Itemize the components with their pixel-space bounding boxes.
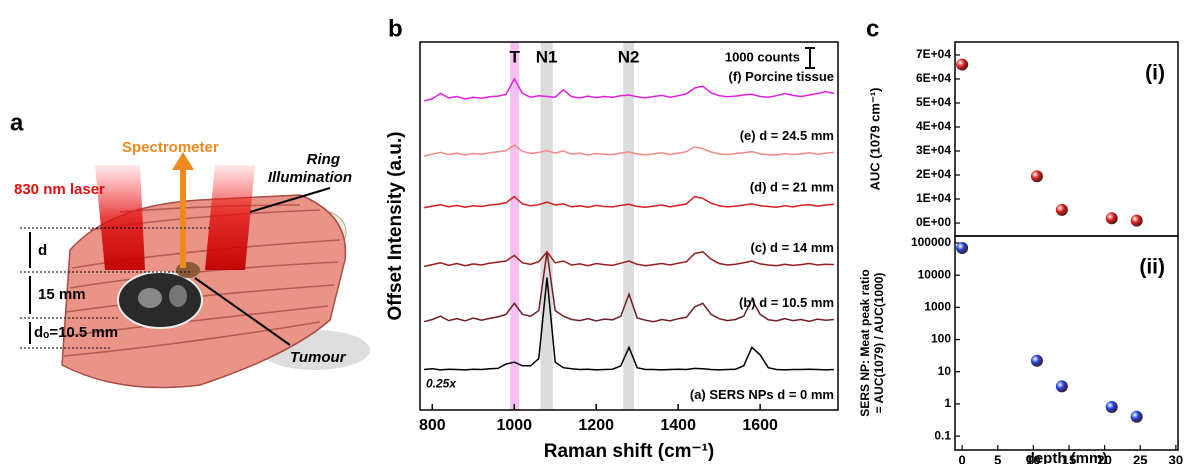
label: d [38,242,47,259]
point [956,58,969,71]
series-label: (b) d = 10.5 mm [739,295,834,310]
x-tick-label: 20 [1097,452,1111,464]
band [510,42,520,410]
label: 830 nm laser [14,181,105,198]
label: Tumour [290,349,347,366]
spectrum [423,250,834,268]
point [1055,203,1068,216]
illustration: a Spectrometer 830 nm laser Ring Illumin… [10,109,370,389]
plot-frame [419,41,839,411]
y-axis-label: Offset Intensity (a.u.) [385,132,406,321]
depth-lines [20,227,210,349]
series-label: (d) d = 21 mm [750,180,834,195]
y-tick-label: 4E+04 [916,119,951,133]
annotation: (i) [1145,62,1165,85]
scale-label: 1000 counts [725,49,800,64]
y-tick-label: 0E+00 [916,215,951,229]
y-tick-label: 100000 [911,235,951,249]
band [623,42,634,410]
panel-label: a [10,109,24,136]
x-axis-label: Raman shift (cm⁻¹) [544,441,715,462]
laser-beam [95,165,145,270]
band-label: N2 [618,47,640,66]
pointer [249,187,331,213]
series-label: (f) Porcine tissue [729,69,834,84]
y-tick-label: 3E+04 [916,143,951,157]
y-axis-label: SERS NP: Meat peak ratio [858,269,872,416]
point [1030,170,1043,183]
x-tick-label: 1000 [496,417,532,434]
point [1105,401,1118,414]
y-tick-label: 5E+04 [916,95,951,109]
label: Ring [307,151,340,168]
y-tick-label: 10000 [918,267,952,281]
point [1055,380,1068,393]
y-tick-label: 2E+04 [916,167,951,181]
panel-label: c [866,15,879,42]
tumour-detail [138,288,162,308]
point [1105,212,1118,225]
annotation: (ii) [1139,256,1165,279]
series-label: (e) d = 24.5 mm [740,128,834,143]
x-tick-label: 25 [1133,452,1147,464]
tumour-detail [169,285,187,307]
y-tick-label: 1E+04 [916,191,951,205]
y-tick-label: 0.1 [934,428,951,442]
y-tick-label: 1000 [924,300,951,314]
series-label: (c) d = 14 mm [751,240,834,255]
y-axis-label: AUC (1079 cm⁻¹) [867,88,882,191]
x-tick-label: 30 [1169,452,1183,464]
x-tick-label: 1600 [742,417,778,434]
x-tick-label: 1200 [578,417,614,434]
spectrum [423,77,835,102]
plot-frame [954,235,1179,451]
x-tick-label: 15 [1062,452,1076,464]
x-tick-label: 0 [959,452,966,464]
x-tick-label: 10 [1026,452,1040,464]
panel-label: b [388,15,403,42]
x-axis-label: depth (mm) [1026,450,1108,464]
x-tick-label: 1400 [660,417,696,434]
y-axis-label: = AUC(1079) / AUC(1000) [872,273,886,414]
y-tick-label: 10 [938,364,952,378]
scale-bar [805,47,815,69]
x-tick-label: 800 [419,417,446,434]
spectrum [423,251,834,323]
pointer [194,277,291,346]
annotation: 0.25x [426,377,457,391]
spectrum [423,144,834,157]
spectrum [423,195,834,209]
point [1130,410,1143,423]
band-label: N1 [536,47,558,66]
point [1130,214,1143,227]
x-tick-label: 5 [994,452,1001,464]
label: dₒ=10.5 mm [34,324,118,341]
label: Illumination [268,169,352,186]
y-tick-label: 100 [931,332,951,346]
point [1030,354,1043,367]
y-tick-label: 1 [944,396,951,410]
arrow-head [172,152,194,170]
tumour [176,262,200,278]
y-tick-label: 6E+04 [916,71,951,85]
laser-beam [205,165,255,270]
point [956,241,969,254]
band-label: T [509,47,520,66]
series-label: (a) SERS NPs d = 0 mm [690,387,834,402]
label: 15 mm [38,286,86,303]
y-tick-label: 7E+04 [916,47,951,61]
spectrum [424,277,834,371]
label: Spectrometer [122,139,219,156]
